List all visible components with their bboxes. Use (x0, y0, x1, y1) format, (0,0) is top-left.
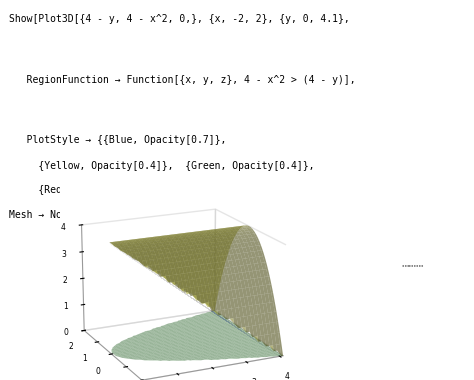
Text: Show[Plot3D[{4 - y, 4 - x^2, 0,}, {x, -2, 2}, {y, 0, 4.1},: Show[Plot3D[{4 - y, 4 - x^2, 0,}, {x, -2… (9, 14, 350, 24)
Text: {Yellow, Opacity[0.4]},  {Green, Opacity[0.4]},: {Yellow, Opacity[0.4]}, {Green, Opacity[… (9, 161, 315, 171)
Text: Mesh → None]]: Mesh → None]] (9, 209, 86, 220)
Text: ⋯⋯⋯: ⋯⋯⋯ (401, 260, 424, 272)
Text: {Red, Opacity[0.4]}}, AxesLabel → Automatic,: {Red, Opacity[0.4]}}, AxesLabel → Automa… (9, 185, 297, 195)
Text: PlotStyle → {{Blue, Opacity[0.7]},: PlotStyle → {{Blue, Opacity[0.7]}, (9, 135, 227, 145)
Text: RegionFunction → Function[{x, y, z}, 4 - x^2 > (4 - y)],: RegionFunction → Function[{x, y, z}, 4 -… (9, 74, 356, 84)
